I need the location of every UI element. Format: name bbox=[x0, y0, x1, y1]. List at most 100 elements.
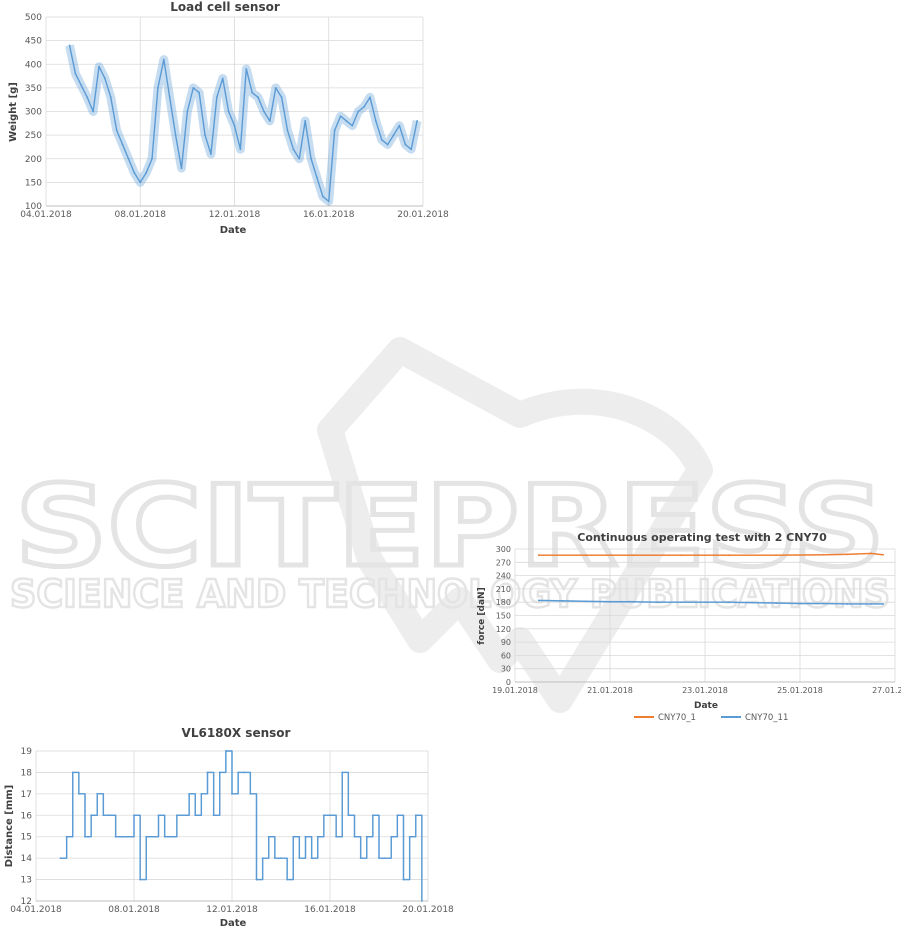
data-point bbox=[656, 601, 659, 604]
data-point bbox=[65, 835, 68, 838]
data-point bbox=[273, 857, 276, 860]
data-point bbox=[239, 148, 242, 151]
data-point bbox=[182, 814, 184, 817]
series-line-1 bbox=[68, 45, 418, 202]
data-point bbox=[255, 878, 258, 881]
y-tick-label: 18 bbox=[21, 768, 33, 778]
chart-title: VL6180X sensor bbox=[182, 726, 291, 740]
x-tick-label: 21.01.2018 bbox=[587, 686, 633, 695]
legend-label-cny70-1: CNY70_1 bbox=[658, 713, 696, 723]
y-tick-label: 16 bbox=[21, 811, 33, 821]
data-point bbox=[292, 148, 295, 151]
x-tick-label: 23.01.2018 bbox=[682, 686, 728, 695]
x-ticks: 04.01.2018 08.01.2018 12.01.2018 16.01.2018… bbox=[10, 905, 454, 915]
watermark-book-logo bbox=[317, 337, 713, 713]
data-point bbox=[192, 86, 195, 89]
data-point bbox=[245, 68, 248, 70]
chart-load-cell: Load cell sensor 100 150 200 250 300 350 400 45… bbox=[8, 0, 449, 236]
y-tick-label: 120 bbox=[496, 625, 511, 634]
series bbox=[59, 750, 423, 902]
data-point bbox=[286, 129, 289, 132]
data-point bbox=[133, 814, 135, 817]
data-point bbox=[74, 72, 77, 75]
y-tick-label: 150 bbox=[496, 612, 511, 621]
y-tick-label: 500 bbox=[25, 13, 42, 23]
data-point bbox=[380, 138, 383, 141]
x-tick-label: 08.01.2018 bbox=[114, 210, 166, 220]
y-tick-label: 300 bbox=[496, 545, 511, 554]
chart-cny70: Continuous operating test with 2 CNY70 0… bbox=[477, 531, 901, 723]
data-point bbox=[96, 792, 99, 795]
data-point bbox=[333, 129, 336, 132]
series-line-1 bbox=[60, 750, 423, 901]
y-tick-label: 180 bbox=[496, 598, 511, 607]
watermark-subtitle: SCIENCE AND TECHNOLOGY PUBLICATIONS bbox=[10, 572, 890, 616]
data-point bbox=[822, 553, 825, 556]
data-point bbox=[280, 857, 282, 860]
y-ticks: 100 150 200 250 300 350 400 450 500 bbox=[25, 13, 42, 212]
y-tick-label: 300 bbox=[25, 108, 42, 118]
y-tick-label: 17 bbox=[21, 790, 32, 800]
data-point bbox=[353, 835, 356, 838]
data-point bbox=[321, 195, 324, 198]
data-point bbox=[210, 153, 212, 155]
data-point bbox=[751, 601, 754, 604]
data-point bbox=[133, 172, 136, 174]
data-point bbox=[162, 58, 165, 61]
chart-vl6180x: VL6180X sensor 12 13 14 15 16 17 18 19 04.01.20… bbox=[4, 726, 454, 928]
data-point bbox=[416, 120, 419, 122]
data-point bbox=[384, 857, 387, 860]
y-tick-label: 0 bbox=[506, 678, 511, 687]
data-point bbox=[267, 835, 270, 838]
data-point bbox=[212, 814, 215, 817]
y-tick-label: 240 bbox=[496, 572, 511, 581]
data-point bbox=[335, 835, 338, 838]
data-point bbox=[339, 115, 342, 118]
y-tick-label: 12 bbox=[21, 897, 32, 907]
data-point bbox=[304, 835, 307, 838]
x-tick-label: 27.01.2018 bbox=[872, 686, 901, 695]
data-point bbox=[870, 552, 873, 555]
data-point bbox=[537, 599, 540, 602]
data-point bbox=[237, 771, 240, 774]
data-point bbox=[227, 110, 230, 113]
data-point bbox=[390, 835, 393, 838]
x-tick-label: 12.01.2018 bbox=[206, 905, 258, 915]
x-ticks: 04.01.2018 08.01.2018 12.01.2018 16.01.2018… bbox=[20, 210, 449, 220]
data-point bbox=[174, 134, 177, 137]
series bbox=[65, 44, 422, 206]
y-tick-label: 150 bbox=[25, 178, 42, 188]
y-tick-label: 15 bbox=[21, 833, 32, 843]
legend: CNY70_1 CNY70_11 bbox=[634, 713, 788, 723]
data-point bbox=[261, 857, 264, 860]
data-point bbox=[71, 771, 74, 774]
y-ticks: 12 13 14 15 16 17 18 19 bbox=[21, 747, 33, 907]
x-tick-label: 19.01.2018 bbox=[492, 686, 538, 695]
data-point bbox=[680, 554, 683, 557]
data-point bbox=[680, 601, 683, 604]
data-point bbox=[347, 814, 350, 817]
x-tick-label: 16.01.2018 bbox=[303, 210, 355, 220]
data-point bbox=[632, 554, 635, 557]
x-axis-title: Date bbox=[694, 701, 718, 711]
data-point bbox=[304, 120, 307, 122]
data-point bbox=[263, 110, 265, 113]
x-ticks: 19.01.2018 21.01.2018 23.01.2018 25.01.2018… bbox=[492, 686, 901, 695]
data-point bbox=[398, 124, 401, 127]
x-tick-label: 04.01.2018 bbox=[20, 210, 72, 220]
data-point bbox=[420, 900, 423, 902]
x-axis-title: Date bbox=[220, 225, 247, 236]
y-tick-label: 100 bbox=[25, 202, 42, 212]
data-point bbox=[775, 602, 778, 604]
data-point bbox=[84, 835, 86, 838]
data-point bbox=[145, 172, 148, 174]
data-point bbox=[218, 771, 221, 774]
series-line-1 bbox=[538, 552, 884, 556]
series-band-1 bbox=[65, 44, 422, 206]
data-point bbox=[882, 603, 885, 605]
grid bbox=[45, 16, 424, 207]
data-point bbox=[298, 157, 301, 160]
data-point bbox=[310, 857, 313, 860]
data-point bbox=[59, 857, 62, 860]
